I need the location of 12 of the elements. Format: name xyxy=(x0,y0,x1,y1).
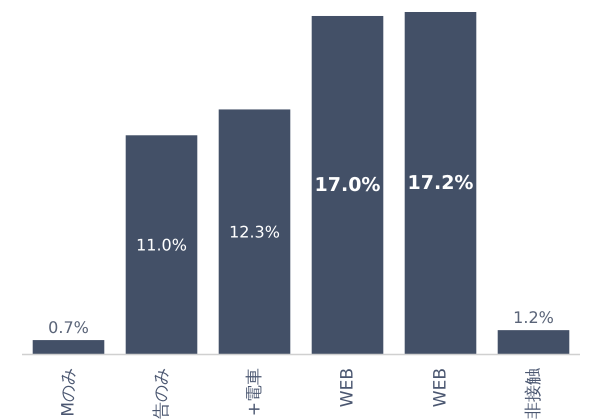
data-label: 12.3% xyxy=(229,222,280,242)
data-label: 17.2% xyxy=(408,172,474,194)
x-tick-label: WEB xyxy=(430,368,450,408)
data-label: 0.7% xyxy=(48,318,89,338)
data-label: 17.0% xyxy=(314,174,380,196)
x-tick-label: 非接触 xyxy=(524,368,544,419)
x-tick-label: 告のみ xyxy=(152,368,172,419)
x-tick-label: WEB xyxy=(338,368,358,408)
x-tick-label: Mのみ xyxy=(58,368,78,417)
data-label: 11.0% xyxy=(136,236,187,255)
data-label: 1.2% xyxy=(513,308,554,328)
x-tick-label: +電車 xyxy=(244,368,264,416)
